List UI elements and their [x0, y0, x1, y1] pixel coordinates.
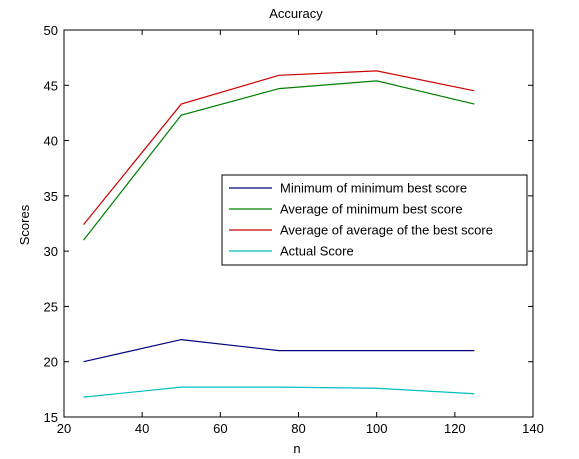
x-tick-label: 20 — [57, 421, 71, 436]
y-tick-label: 35 — [44, 189, 58, 204]
y-tick-label: 50 — [44, 23, 58, 38]
legend: Minimum of minimum best score Average of … — [221, 174, 528, 266]
series-line-4 — [83, 386, 475, 398]
legend-entry: Minimum of minimum best score — [280, 181, 467, 196]
x-tick-label: 100 — [366, 421, 388, 436]
legend-box — [221, 174, 528, 266]
y-tick-label: 15 — [44, 410, 58, 425]
y-tick-label: 30 — [44, 244, 58, 259]
series-line-1 — [83, 338, 475, 363]
series-line-2 — [83, 80, 475, 241]
y-tick-label: 40 — [44, 134, 58, 149]
y-tick-label: 25 — [44, 299, 58, 314]
x-tick-label: 60 — [213, 421, 227, 436]
x-tick-label: 40 — [135, 421, 149, 436]
y-axis-label: Scores — [17, 204, 32, 245]
chart-title: Accuracy — [269, 6, 323, 21]
y-tick-label: 20 — [44, 355, 58, 370]
x-tick-label: 140 — [522, 421, 544, 436]
x-axis-label: n — [293, 441, 300, 456]
y-tick-label: 45 — [44, 78, 58, 93]
series-line-3 — [83, 70, 475, 225]
x-tick-label: 120 — [444, 421, 466, 436]
series-lines — [83, 70, 475, 398]
x-tick-label: 80 — [291, 421, 305, 436]
legend-entry: Average of average of the best score — [280, 223, 493, 238]
legend-entry: Actual Score — [280, 244, 354, 259]
legend-entry: Average of minimum best score — [280, 202, 463, 217]
